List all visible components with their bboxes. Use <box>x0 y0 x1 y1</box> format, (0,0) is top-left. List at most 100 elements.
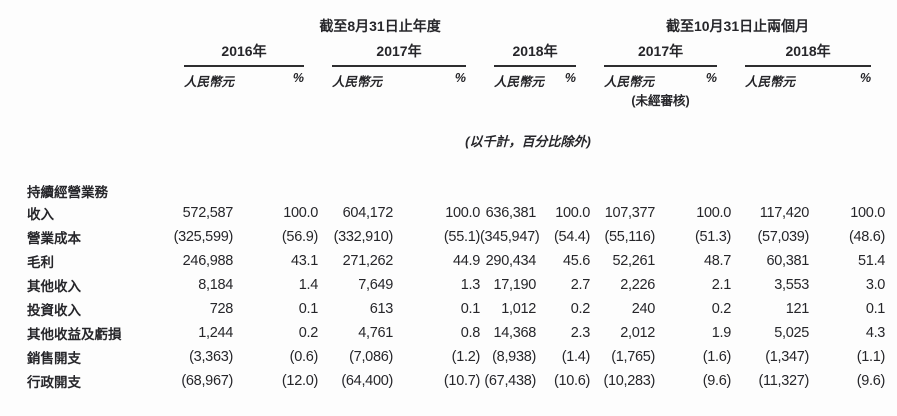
amount-value: (7,086) <box>349 349 393 365</box>
amount-value: 1,012 <box>501 301 536 317</box>
percent-value: (0.6) <box>289 349 319 365</box>
percent-value: 1.4 <box>298 277 319 293</box>
percent-value: 100.0 <box>555 205 591 221</box>
percent-value: 1.9 <box>711 325 732 341</box>
amount-value: (68,967) <box>181 373 233 389</box>
year-header-2017-2m: 2017年 <box>604 41 718 67</box>
amount-value: (57,039) <box>757 229 810 245</box>
year-header-2018-2m: 2018年 <box>745 41 872 67</box>
amount-value: 4,761 <box>358 325 393 341</box>
amount-value: (55,116) <box>604 229 656 245</box>
amount-value: 246,988 <box>182 253 234 269</box>
percent-value: 4.3 <box>865 325 886 341</box>
period-group-two-months: 截至10月31日止兩個月 <box>665 18 810 34</box>
amount-value: 728 <box>209 301 234 317</box>
amount-value: 572,587 <box>182 205 234 221</box>
percent-value: (48.6) <box>848 229 886 245</box>
amount-value: (10,283) <box>603 373 656 389</box>
amount-value: 8,184 <box>198 277 233 293</box>
percent-value: (10.7) <box>443 373 480 389</box>
percent-value: (51.3) <box>694 229 732 245</box>
percent-value: 48.7 <box>704 253 732 269</box>
percent-value: 2.3 <box>570 325 591 341</box>
amount-value: 271,262 <box>342 253 394 269</box>
table-row: 銷售開支 (3,363) (0.6) (7,086) (1.2) (8,938) (1.4)… <box>0 345 885 369</box>
amount-value: 613 <box>369 301 394 317</box>
percent-value: 2.7 <box>570 277 591 293</box>
spacer-row <box>0 113 885 161</box>
subcolumn-header-row: 人民幣元 % 人民幣元 % 人民幣元 % 人民幣元 % 人民幣元 % <box>0 67 885 90</box>
amount-value: (332,910) <box>333 229 394 245</box>
percent-label: % <box>454 71 466 85</box>
amount-value: 17,190 <box>493 277 536 293</box>
percent-label: % <box>564 71 577 85</box>
row-label: 營業成本 <box>27 231 81 246</box>
table-row: 毛利 246,988 43.1 271,262 44.9 290,434 45.6 52,26… <box>0 249 885 273</box>
amount-value: 240 <box>631 301 656 317</box>
percent-value: 0.2 <box>298 325 319 341</box>
amount-value: 2,226 <box>620 277 656 293</box>
currency-label: 人民幣元 <box>745 75 796 89</box>
amount-value: 52,261 <box>612 253 656 269</box>
percent-value: (55.1) <box>443 229 480 245</box>
percent-value: 0.1 <box>298 301 319 317</box>
currency-label: 人民幣元 <box>332 75 383 89</box>
amount-value: 117,420 <box>759 205 810 221</box>
percent-value: (9.6) <box>702 373 732 389</box>
percent-value: 100.0 <box>696 205 732 221</box>
row-label: 其他收益及虧損 <box>27 327 122 342</box>
currency-label: 人民幣元 <box>184 75 235 89</box>
percent-value: 44.9 <box>452 253 480 269</box>
year-header-2018: 2018年 <box>494 41 577 67</box>
table-row: 行政開支 (68,967) (12.0) (64,400) (10.7) (67,438)… <box>0 369 885 393</box>
table-row: 收入 572,587 100.0 604,172 100.0 636,381 100.0 10… <box>0 201 885 225</box>
amount-value: 7,649 <box>358 277 393 293</box>
percent-value: 43.1 <box>290 253 318 269</box>
percent-value: 100.0 <box>283 205 318 221</box>
percent-value: (12.0) <box>281 373 318 389</box>
row-label: 銷售開支 <box>27 351 81 366</box>
amount-value: 107,377 <box>604 205 656 221</box>
percent-value: 45.6 <box>563 253 591 269</box>
table-row: 投資收入 728 0.1 613 0.1 1,012 0.2 240 0.2 121 0.1 <box>0 297 885 321</box>
table-row: 其他收入 8,184 1.4 7,649 1.3 17,190 2.7 2,226 2.1 3,5… <box>0 273 885 297</box>
amount-value: 604,172 <box>342 205 394 221</box>
amount-value: (345,947) <box>480 229 540 245</box>
percent-value: (10.6) <box>553 373 591 389</box>
amount-value: (64,400) <box>341 373 393 389</box>
section-title: 持續經營業務 <box>27 185 108 200</box>
amount-value: 121 <box>785 301 810 317</box>
percent-value: 100.0 <box>850 205 886 221</box>
income-statement-table: 截至8月31日止年度 截至10月31日止兩個月 2016年 2017年 2018… <box>0 13 885 393</box>
percent-value: 2.1 <box>711 277 732 293</box>
amount-value: 60,381 <box>766 253 810 269</box>
year-header-2016: 2016年 <box>184 41 304 67</box>
table-row: 其他收益及虧損 1,244 0.2 4,761 0.8 14,368 2.3 2,012 1.9… <box>0 321 885 345</box>
currency-label: 人民幣元 <box>604 75 655 89</box>
section-title-row: 持續經營業務 <box>0 161 885 201</box>
percent-label: % <box>292 71 304 85</box>
row-label: 收入 <box>27 207 54 222</box>
percent-value: 100.0 <box>445 205 480 221</box>
amount-value: (3,363) <box>189 349 233 365</box>
percent-value: 51.4 <box>858 253 886 269</box>
percent-value: 0.2 <box>570 301 591 317</box>
row-label: 行政開支 <box>27 375 81 390</box>
amount-value: (8,938) <box>492 349 536 365</box>
percent-value: (1.2) <box>451 349 481 365</box>
amount-value: 2,012 <box>620 325 656 341</box>
percent-value: 0.1 <box>865 301 886 317</box>
unaudited-note-row: (未經審核) <box>0 90 885 113</box>
period-group-header-row: 截至8月31日止年度 截至10月31日止兩個月 <box>0 13 885 36</box>
percent-value: (1.1) <box>856 349 886 365</box>
percent-value: (1.4) <box>561 349 591 365</box>
percent-value: (54.4) <box>553 229 591 245</box>
row-label: 毛利 <box>27 255 54 270</box>
amount-value: 5,025 <box>774 325 810 341</box>
amount-value: (1,347) <box>765 349 810 365</box>
percent-value: 0.8 <box>460 325 481 341</box>
percent-value: 0.1 <box>460 301 481 317</box>
amount-value: (67,438) <box>484 373 536 389</box>
year-header-2017: 2017年 <box>332 41 466 67</box>
